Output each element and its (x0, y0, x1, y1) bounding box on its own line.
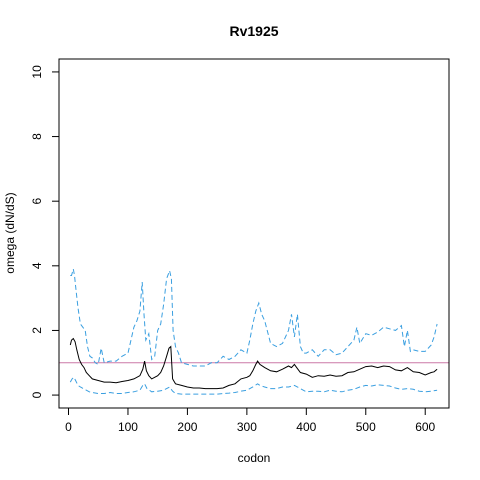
y-axis: 0 2 4 6 8 10 (30, 65, 60, 398)
x-tick-label: 500 (356, 420, 376, 434)
x-axis-label: codon (238, 451, 271, 465)
series-line-lower (69, 376, 438, 395)
y-tick-label: 4 (30, 262, 44, 269)
series-line-upper (70, 268, 438, 367)
x-tick-label: 300 (237, 420, 257, 434)
series-line-mean (69, 337, 438, 390)
y-tick-label: 10 (30, 65, 44, 79)
series-layer (69, 268, 438, 395)
y-tick-label: 6 (30, 198, 44, 205)
chart-title: Rv1925 (229, 23, 278, 39)
plot-frame (58, 58, 450, 409)
x-tick-label: 400 (296, 420, 316, 434)
x-axis: 0 100 200 300 400 500 600 (65, 407, 436, 434)
y-tick-label: 0 (30, 391, 44, 398)
x-tick-label: 100 (118, 420, 138, 434)
y-axis-label: omega (dN/dS) (3, 192, 17, 273)
x-tick-label: 600 (415, 420, 435, 434)
y-tick-label: 2 (30, 327, 44, 334)
x-tick-label: 0 (65, 420, 72, 434)
y-tick-label: 8 (30, 133, 44, 140)
x-tick-label: 200 (177, 420, 197, 434)
